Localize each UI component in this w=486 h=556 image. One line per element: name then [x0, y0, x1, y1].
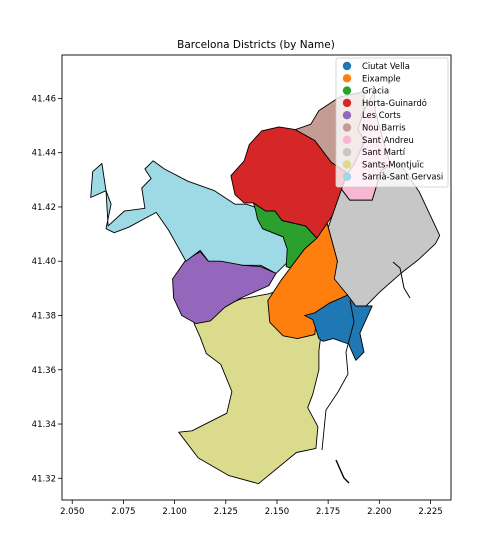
map-title: Barcelona Districts (by Name) [177, 39, 335, 51]
x-tick-label: 2.050 [60, 507, 84, 517]
legend-marker-ciutat-vella [342, 61, 352, 71]
y-tick-label: 41.34 [32, 420, 56, 430]
x-tick-label: 2.125 [214, 507, 238, 517]
legend-label: Ciutat Vella [362, 61, 410, 71]
legend-marker-sarria-sant-gervasi [342, 172, 352, 181]
y-tick-label: 41.36 [32, 366, 56, 376]
x-tick-label: 2.225 [418, 507, 442, 517]
legend: Ciutat Vella Eixample Gràcia Horta-Guinardó… [335, 57, 449, 188]
legend-marker-horta-guinardo [342, 98, 352, 108]
x-tick-label: 2.175 [316, 507, 340, 517]
y-tick-label: 41.32 [32, 474, 56, 484]
legend-label: Les Corts [362, 110, 401, 120]
y-tick-label: 41.46 [32, 94, 56, 104]
y-tick-label: 41.44 [32, 149, 56, 159]
y-tick-label: 41.40 [32, 257, 56, 267]
legend-marker-sant-andreu [342, 135, 352, 144]
x-axis: 2.050 2.075 2.100 2.125 2.150 2.175 2.200 2.225 [60, 500, 443, 517]
legend-marker-les-corts [342, 111, 352, 120]
legend-label: Sant Martí [362, 147, 406, 157]
coastline-detail [321, 261, 411, 484]
legend-label: Sant Andreu [362, 135, 414, 145]
districts-layer [90, 91, 441, 485]
axes-frame [61, 54, 452, 501]
legend-label: Horta-Guinardó [362, 98, 427, 108]
legend-box [335, 57, 449, 188]
legend-marker-gracia [342, 86, 352, 95]
legend-label: Nou Barris [362, 123, 406, 133]
legend-marker-eixample [342, 74, 352, 83]
legend-label: Sarrià-Sant Gervasi [362, 172, 443, 182]
legend-label: Sants-Montjuïc [362, 159, 424, 169]
legend-marker-sants-montjuic [342, 160, 352, 169]
x-tick-label: 2.150 [265, 507, 289, 517]
y-tick-label: 41.38 [32, 311, 56, 321]
x-tick-label: 2.100 [162, 507, 186, 517]
legend-marker-sant-marti [342, 147, 352, 157]
x-tick-label: 2.200 [367, 507, 391, 517]
x-tick-label: 2.075 [111, 507, 135, 517]
y-tick-label: 41.42 [32, 203, 56, 213]
district-ciutat-vella [304, 294, 373, 361]
legend-label: Gràcia [362, 86, 389, 96]
legend-marker-nou-barris [342, 123, 352, 132]
legend-label: Eixample [362, 73, 401, 83]
y-axis: 41.32 41.34 41.36 41.38 41.40 41.42 41.44 41.46 [32, 94, 62, 484]
